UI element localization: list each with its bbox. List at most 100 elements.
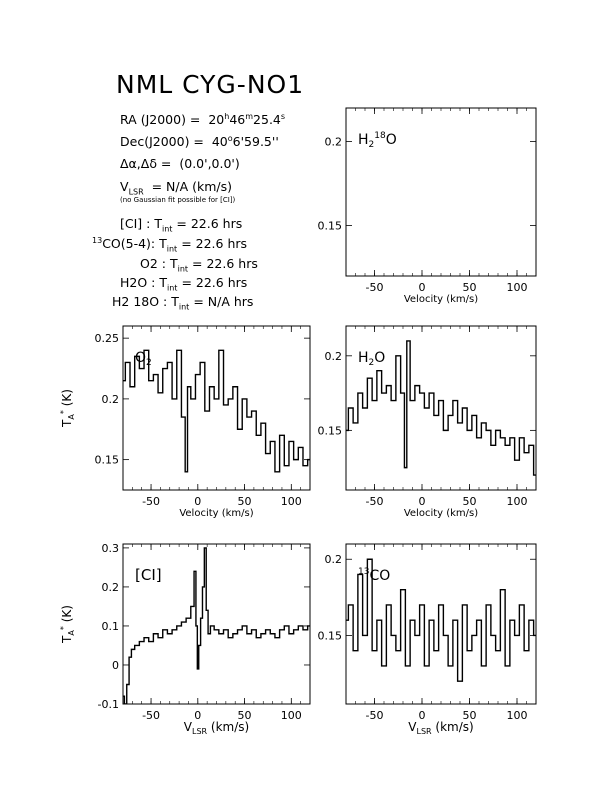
dec-line: Dec(J2000) = 40o6'59.5'': [120, 134, 279, 149]
y-tick-label: 0.15: [95, 454, 120, 467]
x-label-hidden: Velocity (km/s): [216, 717, 218, 718]
panel-1: -50 0 50 100 0.15 0.2 0.25 Velocity (km/s) TA* (…: [59, 325, 311, 519]
integration-h218o: H2 18O : Tint = N/A hrs: [112, 294, 254, 312]
x-tick-label: 50: [463, 495, 477, 508]
integration-h2o-label: T: [159, 275, 168, 290]
x-tick-label: 0: [419, 495, 426, 508]
dec-degree-unit: o: [227, 133, 233, 143]
x-tick-label: 0: [419, 709, 426, 722]
integration-13co-value: = 22.6 hrs: [181, 236, 248, 251]
integration-h218o-label: T: [171, 294, 179, 309]
integration-13co-name: CO(5-4):: [102, 236, 156, 251]
panel-species-label: H218O: [358, 131, 397, 150]
integration-13co-sup: 13: [92, 235, 103, 245]
x-tick-label: 50: [463, 281, 477, 294]
x-axis-label: VLSR (km/s): [184, 720, 249, 736]
integration-13co-sub: int: [166, 244, 178, 254]
spectrum-line: [346, 340, 536, 476]
ra-minutes: 46: [229, 112, 246, 127]
offset-line: Δα,Δδ = (0.0',0.0'): [120, 156, 240, 171]
spectrum-line: [123, 349, 310, 473]
integration-h218o-sub: int: [178, 302, 190, 312]
x-tick-label: -50: [366, 709, 384, 722]
integration-ci: [CI] : Tint = 22.6 hrs: [120, 216, 243, 234]
y-tick-label: 0.15: [318, 629, 343, 642]
vlsr-label: V: [120, 179, 129, 194]
x-tick-label: 100: [507, 281, 528, 294]
panel-frame: [122, 325, 311, 491]
ra-hours: 20: [208, 112, 225, 127]
y-tick-label: 0.2: [102, 581, 120, 594]
ra-label: RA (J2000) =: [120, 112, 201, 127]
vlsr-line: VLSR = N/A (km/s): [120, 179, 232, 197]
panel-0: -50 0 50 100 0.15 0.2 Velocity (km/s) H218O: [318, 107, 537, 305]
integration-h218o-name: 2 18O :: [121, 294, 168, 309]
integration-ci-label: T: [154, 216, 162, 231]
y-tick-label: 0.15: [318, 424, 343, 437]
integration-o2-pre: O: [140, 256, 150, 271]
integration-13co: 13CO(5-4): Tint = 22.6 hrs: [92, 235, 248, 254]
integration-o2-sub: int: [177, 264, 189, 274]
integration-h2o-pre: H: [120, 275, 130, 290]
integration-h218o-pre: H: [112, 294, 122, 309]
x-label-hidden: Velocity (km/s): [441, 717, 443, 718]
panel-2: -50 0 50 100 0.15 0.2 Velocity (km/s) H2O: [318, 325, 537, 519]
x-tick-label: -50: [366, 495, 384, 508]
ra-minutes-unit: m: [245, 111, 254, 121]
x-axis-label: Velocity (km/s): [404, 508, 478, 519]
x-tick-label: 50: [238, 495, 252, 508]
dec-degrees: 40: [211, 134, 228, 149]
x-tick-label: 100: [281, 495, 302, 508]
x-tick-label: 50: [463, 709, 477, 722]
y-tick-label: 0.3: [102, 542, 120, 555]
y-tick-label: 0.2: [325, 553, 343, 566]
offset-value: (0.0',0.0'): [179, 156, 240, 171]
x-tick-label: -50: [142, 495, 160, 508]
offset-label: Δα,Δδ =: [120, 156, 172, 171]
x-tick-label: 0: [194, 495, 201, 508]
integration-h2o-value: = 22.6 hrs: [181, 275, 248, 290]
y-tick-label: -0.1: [98, 698, 119, 711]
integration-h2o-name: 2O :: [129, 275, 156, 290]
integration-h2o: H2O : Tint = 22.6 hrs: [120, 275, 248, 292]
x-tick-label: -50: [366, 281, 384, 294]
integration-ci-name: [CI] :: [120, 216, 151, 231]
x-axis-label: VLSR (km/s): [408, 720, 473, 736]
y-axis-label: TA* (K): [59, 605, 76, 644]
panel-species-label: 13CO: [358, 567, 390, 584]
ra-seconds-unit: s: [280, 111, 286, 121]
y-tick-label: 0.2: [325, 136, 343, 149]
panel-species-label: H2O: [358, 350, 385, 368]
spectrum-line: [123, 547, 310, 704]
integration-o2-name: 2 :: [149, 256, 166, 271]
x-tick-label: 100: [281, 709, 302, 722]
y-axis-label: TA* (K): [59, 389, 76, 428]
x-axis-label: Velocity (km/s): [404, 294, 478, 305]
ra-seconds: 25.4: [253, 112, 281, 127]
x-tick-label: 0: [194, 709, 201, 722]
panel-4: -50 0 50 100 0.15 0.2 VLSR (km/s) Velocity (km/…: [318, 543, 537, 736]
integration-o2-value: = 22.6 hrs: [192, 256, 258, 271]
integration-o2-label: T: [169, 256, 178, 271]
ra-line: RA (J2000) = 20h46m25.4s: [120, 112, 285, 127]
x-axis-label: Velocity (km/s): [179, 508, 253, 519]
integration-h218o-value: = N/A hrs: [193, 294, 254, 309]
y-tick-label: 0.2: [325, 350, 343, 363]
integration-ci-sub: int: [161, 224, 173, 234]
ra-hours-unit: h: [224, 111, 230, 121]
dec-rest: 6'59.5'': [232, 134, 279, 149]
y-tick-label: 0.25: [95, 332, 120, 345]
integration-o2: O2 : Tint = 22.6 hrs: [140, 256, 258, 274]
y-tick-label: 0.15: [318, 220, 343, 233]
y-tick-label: 0.1: [102, 620, 120, 633]
y-tick-label: 0: [112, 659, 119, 672]
x-tick-label: -50: [142, 709, 160, 722]
x-tick-label: 50: [238, 709, 252, 722]
panel-species-label: [CI]: [135, 566, 162, 584]
integration-ci-value: = 22.6 hrs: [176, 216, 243, 231]
vlsr-label-sub: LSR: [128, 187, 144, 197]
x-tick-label: 100: [507, 709, 528, 722]
page-title: NML CYG-NO1: [116, 70, 305, 99]
integration-13co-label: T: [159, 236, 167, 251]
